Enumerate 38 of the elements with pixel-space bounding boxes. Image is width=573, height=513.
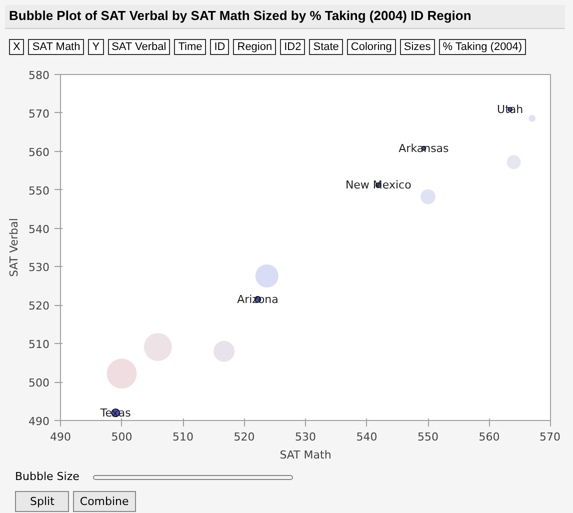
text: Region — [233, 39, 276, 55]
y-tick-label: 570 — [28, 107, 50, 120]
text: Combine — [72, 490, 136, 512]
annotation: Arkansas — [398, 142, 450, 155]
x-tick-label: 570 — [540, 430, 561, 444]
x-tick-label: 510 — [172, 430, 194, 444]
y-tick-label: 510 — [28, 338, 50, 352]
text: State — [309, 39, 343, 55]
x-tick-label: 530 — [295, 430, 316, 444]
text: X — [9, 39, 24, 55]
text: SAT Verbal — [108, 39, 170, 55]
text: Coloring — [346, 39, 396, 55]
x-tick-label: 500 — [111, 430, 132, 444]
text: ID2 — [280, 39, 306, 55]
x-tick-label: 560 — [478, 430, 500, 444]
text: Time — [174, 39, 206, 55]
text: Bubble Size — [15, 470, 80, 483]
chart-title: Bubble Plot of SAT Verbal by SAT Math Sized by % Taking (2004) ID Region — [5, 5, 565, 29]
y-axis-title: SAT Verbal — [8, 218, 21, 277]
x-tick-label: 550 — [418, 430, 438, 444]
x-axis-title: SAT Math — [280, 448, 332, 462]
y-tick-label: 560 — [28, 146, 50, 159]
text: ID — [210, 39, 230, 55]
y-tick-label: 520 — [28, 300, 50, 313]
y-tick-label: 540 — [28, 222, 50, 236]
text: SAT Math — [28, 39, 84, 55]
x-tick-label: 540 — [356, 430, 378, 444]
text: Y — [88, 39, 104, 55]
y-tick-label: 490 — [28, 415, 50, 428]
text: Sizes — [400, 39, 435, 55]
x-tick-label: 520 — [234, 430, 255, 444]
y-tick-label: 550 — [28, 184, 50, 198]
y-tick-label: 530 — [28, 261, 50, 274]
text: % Taking (2004) — [438, 39, 526, 55]
text: Split — [15, 490, 70, 512]
y-tick-label: 580 — [28, 69, 50, 82]
x-tick-label: 490 — [50, 430, 71, 444]
y-tick-label: 500 — [28, 376, 50, 390]
